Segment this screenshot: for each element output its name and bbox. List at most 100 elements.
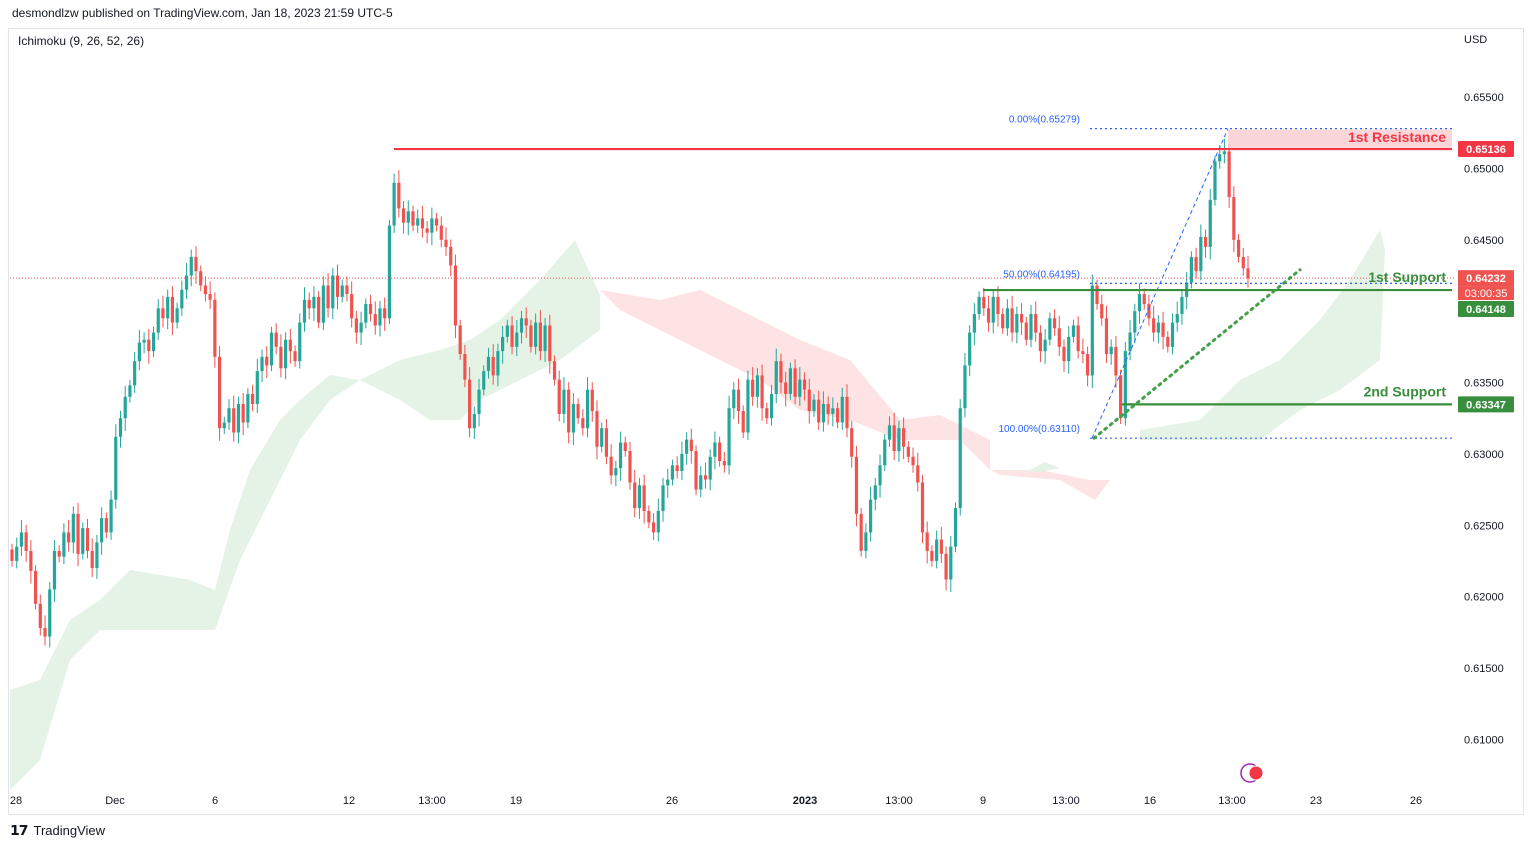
economic-events-icon[interactable]: [1240, 763, 1264, 783]
candle-body: [1208, 199, 1212, 247]
candle-body: [364, 304, 368, 323]
candle-body: [812, 399, 816, 412]
price-tick-label: 0.62500: [1464, 520, 1504, 532]
candle: [33, 565, 38, 610]
candle-body: [222, 422, 226, 429]
candle-body: [1175, 314, 1179, 323]
candle-body: [312, 296, 316, 309]
candle: [1222, 138, 1227, 164]
candle: [939, 526, 943, 563]
candle-body: [529, 325, 533, 347]
drawings[interactable]: 0.00%(0.65279) 50.00%(0.64195) 100.00%(0.6…: [10, 115, 1455, 440]
candle-body: [180, 289, 184, 309]
candle: [383, 297, 387, 331]
candle-body: [571, 403, 575, 433]
candle-body: [482, 371, 486, 390]
candle: [623, 436, 627, 457]
candle-body: [463, 353, 467, 380]
candle-body: [887, 425, 892, 440]
candle-body: [491, 356, 495, 376]
candle-body: [675, 465, 679, 472]
candle-body: [368, 304, 373, 315]
candle: [1048, 312, 1052, 346]
candle-body: [449, 246, 453, 266]
candle-body: [383, 308, 387, 319]
price-axis[interactable]: 0.655000.650000.645000.640000.635000.630…: [1458, 92, 1514, 746]
support-trendline[interactable]: [1092, 268, 1302, 440]
candle-body: [991, 296, 995, 323]
candle-body: [1170, 322, 1175, 347]
candle-body: [1071, 325, 1076, 337]
candle: [1001, 308, 1005, 335]
candle-body: [1057, 328, 1061, 347]
candle-body: [302, 299, 307, 323]
candle-body: [15, 546, 19, 561]
candle-body: [241, 403, 245, 423]
candle-body: [939, 539, 943, 554]
candle-body: [340, 285, 344, 297]
candle: [944, 546, 948, 591]
candle: [718, 436, 722, 467]
candle: [1100, 294, 1104, 326]
candle: [250, 384, 255, 412]
candle: [345, 276, 349, 302]
candle-countdown: 03:00:35: [1465, 288, 1508, 300]
candle: [95, 534, 99, 579]
candle-body: [199, 271, 203, 286]
fib-trend-line[interactable]: [1091, 128, 1229, 439]
candle: [1241, 247, 1245, 276]
candle: [354, 310, 358, 344]
candle: [675, 456, 679, 479]
candle: [1109, 339, 1113, 365]
candle: [401, 201, 406, 234]
candle-body: [236, 403, 241, 433]
candle: [411, 205, 415, 232]
candle-body: [850, 428, 854, 457]
candle-body: [269, 332, 274, 366]
candle: [1081, 338, 1085, 364]
candle: [656, 498, 660, 542]
candle: [515, 320, 519, 356]
candle-body: [567, 389, 571, 433]
indicator-legend[interactable]: Ichimoku (9, 26, 52, 26): [18, 34, 145, 48]
candle-body: [755, 375, 759, 397]
fib-level-label: 50.00%(0.64195): [1003, 269, 1080, 280]
candle-body: [1166, 336, 1170, 347]
candle: [118, 410, 123, 448]
candle-body: [708, 456, 712, 480]
footer-brand[interactable]: TradingView: [33, 823, 106, 838]
candle: [873, 477, 877, 511]
candle-body: [1067, 336, 1071, 362]
candle: [1194, 247, 1198, 279]
candle: [953, 502, 958, 553]
candle: [1156, 315, 1160, 344]
candle-body: [10, 549, 14, 561]
tradingview-logo-icon[interactable]: 𝟭𝟳: [10, 822, 29, 838]
candle-body: [977, 296, 981, 315]
candle: [340, 279, 344, 303]
candle: [986, 295, 991, 332]
publisher-header: desmondlzw published on TradingView.com,…: [12, 6, 393, 20]
candle-body: [453, 265, 458, 326]
candle: [180, 280, 184, 316]
candle: [128, 379, 132, 403]
time-tick-label: 26: [666, 795, 678, 807]
candle: [298, 313, 302, 369]
candle: [241, 393, 245, 436]
candle-body: [656, 510, 660, 533]
candle: [585, 377, 590, 438]
candle-body: [250, 393, 255, 404]
time-axis[interactable]: 28 Dec 6 12 13:00 19 26 2023 13:00 9 13:00 16 13:00 2…: [10, 795, 1422, 807]
candle: [543, 318, 547, 362]
candle-body: [1203, 236, 1208, 247]
countdown-bg: [1458, 286, 1514, 301]
candle-body: [33, 570, 38, 604]
candle-body: [930, 550, 934, 561]
candle: [637, 477, 642, 519]
candle: [317, 291, 321, 329]
candle-body: [685, 439, 689, 454]
candle: [1104, 305, 1109, 364]
candle-body: [821, 403, 826, 423]
time-tick-label: 28: [10, 795, 22, 807]
